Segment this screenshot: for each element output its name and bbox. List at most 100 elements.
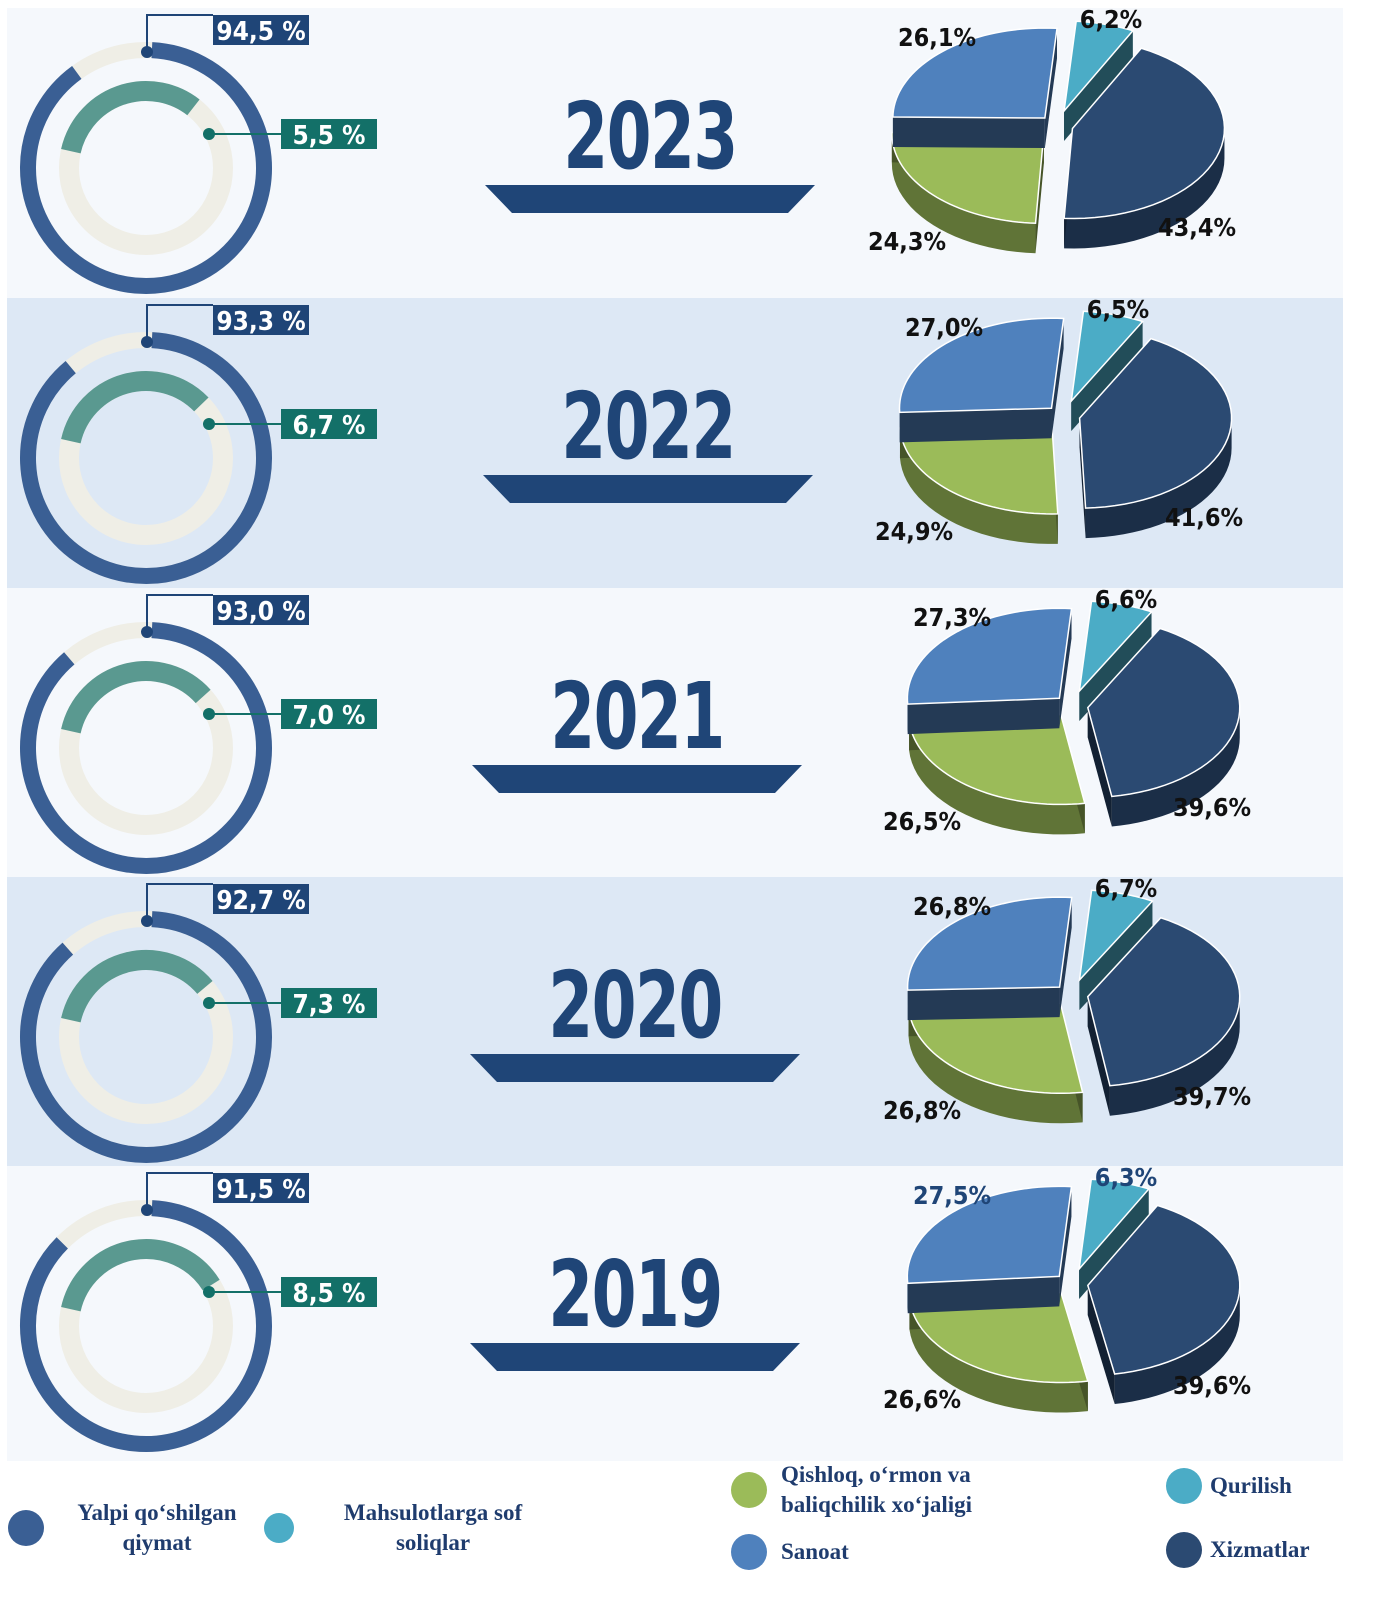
pie-label-3: 26,6% (883, 1385, 961, 1414)
pie-label-2: 26,8% (913, 892, 991, 921)
year-label: 2020 (548, 952, 721, 1059)
gva-value-box (213, 595, 309, 625)
gva-leader-line (146, 1172, 213, 1208)
year-label: 2021 (550, 663, 723, 770)
year-ribbon (470, 1054, 800, 1082)
pie-side-wall (891, 133, 1036, 254)
pie-top (899, 423, 1059, 515)
pie-top (892, 27, 1058, 119)
pie-top (906, 896, 1073, 991)
pie-cut-face (1087, 996, 1110, 1116)
pie-top (1078, 600, 1153, 694)
pie-label-2: 26,1% (898, 23, 976, 52)
gva-leader-dot (141, 626, 153, 638)
pie-slice-1 (1078, 1178, 1151, 1299)
pie-slice-2 (906, 896, 1073, 1021)
gva-leader-line (146, 883, 213, 919)
pie-label-3: 26,8% (883, 1096, 961, 1125)
taxes-ring (61, 950, 213, 1023)
pie-label-1: 6,6% (1095, 585, 1157, 614)
gva-ring (20, 1200, 272, 1452)
gva-ring (20, 911, 272, 1163)
gva-value-label: 91,5 % (216, 1175, 305, 1205)
taxes-value-label: 6,7 % (292, 411, 365, 441)
legend-label-xizmatlar: Xizmatlar (1210, 1537, 1310, 1562)
pie-slice-2 (892, 27, 1058, 149)
pie-side-wall (909, 1299, 1088, 1413)
pie-top (906, 1185, 1073, 1285)
pie-label-3: 24,3% (868, 227, 946, 256)
pie-top (898, 317, 1065, 414)
taxes-value-box (281, 988, 377, 1018)
pie-cut-face (899, 408, 1052, 443)
gva-ring (20, 622, 272, 874)
legend-label-qishloq: Qishloq, o‘rmon va baliqchilik xo‘jaligi (781, 1462, 973, 1517)
pie-top (1070, 310, 1144, 404)
gva-leader-line (146, 14, 213, 50)
legend-swatch-qishloq (731, 1472, 767, 1508)
legend: Yalpi qo‘shilgan qiymat Mahsulotlarga so… (0, 1462, 1373, 1605)
gva-leader-dot (141, 915, 153, 927)
pie-label-1: 6,7% (1095, 874, 1157, 903)
pie-label-3: 26,5% (883, 807, 961, 836)
pie-slice-1 (1078, 889, 1154, 1011)
pie-label-2: 27,0% (905, 313, 983, 342)
gva-leader-dot (141, 46, 153, 58)
legend-swatch-qurilish (1166, 1468, 1202, 1504)
pie-slice-0 (1063, 47, 1226, 249)
pie-top (908, 713, 1086, 806)
pie-side-wall (899, 428, 1058, 544)
year-row-2023: 94,5 % 5,5 % 2023 43,4% 6,2% 26,1% 24,3% (7, 5, 1343, 303)
year-row-2019: 91,5 % 8,5 % 2019 39,6% 6,3% 27,5% 26,6% (7, 1163, 1343, 1461)
pie-side-wall (1114, 1285, 1240, 1405)
gva-leader-line (146, 304, 213, 340)
gva-leader-dot (141, 1204, 153, 1216)
pie-label-2: 27,5% (913, 1181, 991, 1210)
pie-cut-face (1059, 897, 1072, 1018)
year-label: 2023 (563, 83, 736, 190)
pie-cut-face (907, 987, 1060, 1021)
pie-top (1086, 1204, 1241, 1375)
pie-cut-face (907, 1276, 1060, 1314)
legend-item-gva: Yalpi qo‘shilgan qiymat (8, 1498, 262, 1558)
gva-ring (20, 332, 272, 584)
chart-svg-2021: 93,0 % 7,0 % 2021 39,6% 6,6% 27,3% 26,5% (20, 585, 1251, 874)
legend-swatch-xizmatlar (1166, 1532, 1202, 1568)
pie-slice-0 (1078, 337, 1233, 539)
year-label: 2019 (548, 1241, 721, 1348)
taxes-ring (61, 81, 200, 154)
chart-svg-2022: 93,3 % 6,7 % 2022 41,6% 6,5% 27,0% 24,9% (20, 295, 1243, 584)
pie-cut-face (1079, 611, 1152, 722)
taxes-value-label: 7,3 % (292, 990, 365, 1020)
gva-value-label: 93,3 % (216, 307, 305, 337)
gva-leader-dot (141, 336, 153, 348)
pie-top (1063, 47, 1226, 220)
pie-cut-face (1051, 318, 1064, 439)
pie-cut-face (1079, 1188, 1149, 1299)
chart-svg-2023: 94,5 % 5,5 % 2023 43,4% 6,2% 26,1% 24,3% (20, 5, 1236, 294)
pie-cut-face (1064, 30, 1133, 141)
chart-svg-2019: 91,5 % 8,5 % 2019 39,6% 6,3% 27,5% 26,6% (20, 1163, 1251, 1452)
pie-slice-1 (1062, 20, 1135, 141)
taxes-leader-dot (203, 128, 215, 140)
taxes-ring (61, 1239, 220, 1312)
pie-slice-2 (898, 317, 1065, 443)
pie-side-wall (909, 720, 1085, 835)
taxes-leader-dot (203, 418, 215, 430)
legend-item-taxes: Mahsulotlarga sof soliqlar (264, 1498, 558, 1558)
taxes-value-box (281, 119, 377, 149)
pie-slice-0 (1086, 916, 1241, 1116)
legend-swatch-sanoat (731, 1534, 767, 1570)
pie-side-wall (1111, 707, 1240, 827)
pie-label-3: 24,9% (875, 517, 953, 546)
pie-cut-face (1059, 608, 1072, 729)
pie-label-0: 41,6% (1165, 503, 1243, 532)
taxes-value-label: 5,5 % (292, 121, 365, 151)
taxes-value-box (281, 699, 377, 729)
pie-top (906, 607, 1073, 705)
gva-value-box (213, 1173, 309, 1203)
pie-slice-3 (891, 131, 1045, 254)
pie-label-0: 39,6% (1173, 793, 1251, 822)
legend-label-taxes: Mahsulotlarga sof soliqlar (343, 1500, 523, 1555)
pie-slice-1 (1078, 600, 1153, 722)
